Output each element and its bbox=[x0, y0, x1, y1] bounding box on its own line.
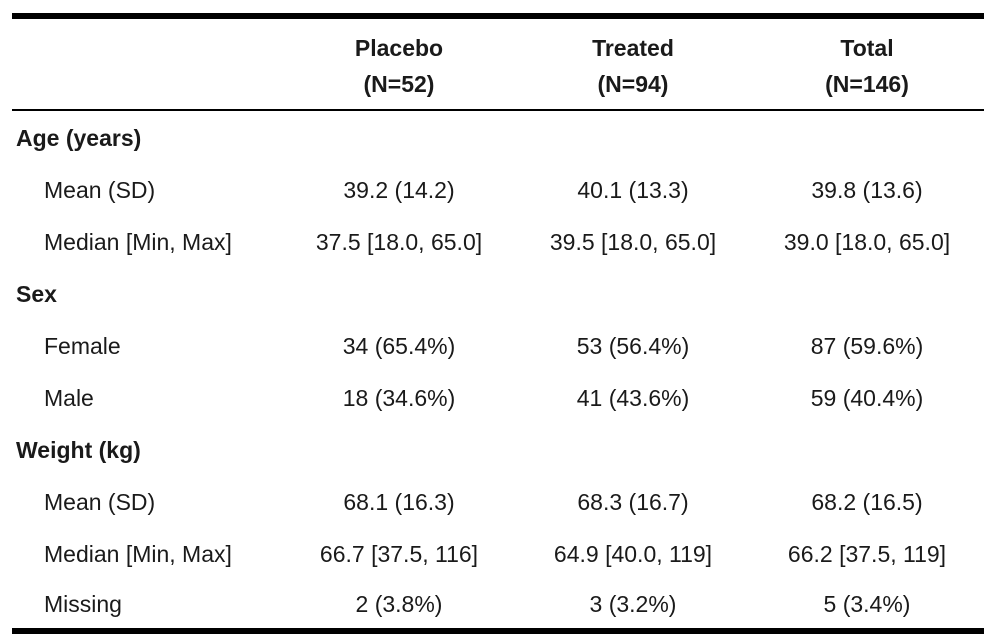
column-header-placebo: Placebo (N=52) bbox=[284, 30, 514, 102]
column-header-count: (N=94) bbox=[597, 71, 669, 97]
cell-total: 66.2 [37.5, 119] bbox=[787, 541, 947, 567]
column-header-treated: Treated (N=94) bbox=[518, 30, 748, 102]
cell-treated: 39.5 [18.0, 65.0] bbox=[549, 229, 717, 255]
cell-placebo: 68.1 (16.3) bbox=[343, 489, 455, 515]
cell-total: 68.2 (16.5) bbox=[811, 489, 923, 515]
column-header-count: (N=52) bbox=[363, 71, 435, 97]
cell-treated: 64.9 [40.0, 119] bbox=[553, 541, 713, 567]
table-row: Mean (SD) 39.2 (14.2) 40.1 (13.3) 39.8 (… bbox=[0, 164, 992, 216]
cell-placebo: 2 (3.8%) bbox=[355, 591, 443, 617]
group-row-age: Age (years) bbox=[0, 112, 992, 164]
row-label: Median [Min, Max] bbox=[44, 541, 232, 567]
cell-placebo: 37.5 [18.0, 65.0] bbox=[315, 229, 483, 255]
cell-treated: 40.1 (13.3) bbox=[577, 177, 689, 203]
cell-placebo: 66.7 [37.5, 116] bbox=[319, 541, 479, 567]
table-row: Female 34 (65.4%) 53 (56.4%) 87 (59.6%) bbox=[0, 320, 992, 372]
header-divider-rule bbox=[12, 109, 984, 111]
cell-placebo: 39.2 (14.2) bbox=[343, 177, 455, 203]
column-header-total: Total (N=146) bbox=[752, 30, 982, 102]
row-label: Mean (SD) bbox=[44, 489, 156, 515]
cell-total: 59 (40.4%) bbox=[810, 385, 924, 411]
group-label: Age (years) bbox=[16, 125, 142, 151]
column-header-name: Placebo bbox=[354, 35, 444, 61]
column-header-name: Treated bbox=[592, 35, 674, 61]
column-header-count: (N=146) bbox=[825, 71, 909, 97]
row-label: Missing bbox=[44, 591, 122, 617]
row-label: Mean (SD) bbox=[44, 177, 156, 203]
group-label: Weight (kg) bbox=[16, 437, 141, 463]
cell-treated: 68.3 (16.7) bbox=[577, 489, 689, 515]
cell-total: 87 (59.6%) bbox=[810, 333, 924, 359]
row-label: Median [Min, Max] bbox=[44, 229, 232, 255]
cell-total: 39.0 [18.0, 65.0] bbox=[783, 229, 951, 255]
table-bottom-rule bbox=[12, 628, 984, 634]
table-row: Missing 2 (3.8%) 3 (3.2%) 5 (3.4%) bbox=[0, 578, 992, 630]
cell-placebo: 18 (34.6%) bbox=[342, 385, 456, 411]
column-header-name: Total bbox=[840, 35, 894, 61]
cell-treated: 53 (56.4%) bbox=[576, 333, 690, 359]
table-top-rule bbox=[12, 13, 984, 19]
cell-total: 39.8 (13.6) bbox=[811, 177, 923, 203]
group-label: Sex bbox=[16, 281, 57, 307]
cell-treated: 41 (43.6%) bbox=[576, 385, 690, 411]
group-row-sex: Sex bbox=[0, 268, 992, 320]
row-label: Female bbox=[44, 333, 121, 359]
table-row: Male 18 (34.6%) 41 (43.6%) 59 (40.4%) bbox=[0, 372, 992, 424]
cell-total: 5 (3.4%) bbox=[823, 591, 911, 617]
cell-placebo: 34 (65.4%) bbox=[342, 333, 456, 359]
group-row-weight: Weight (kg) bbox=[0, 424, 992, 476]
cell-treated: 3 (3.2%) bbox=[589, 591, 677, 617]
table-row: Median [Min, Max] 37.5 [18.0, 65.0] 39.5… bbox=[0, 216, 992, 268]
table-row: Median [Min, Max] 66.7 [37.5, 116] 64.9 … bbox=[0, 528, 992, 580]
row-label: Male bbox=[44, 385, 94, 411]
table-row: Mean (SD) 68.1 (16.3) 68.3 (16.7) 68.2 (… bbox=[0, 476, 992, 528]
